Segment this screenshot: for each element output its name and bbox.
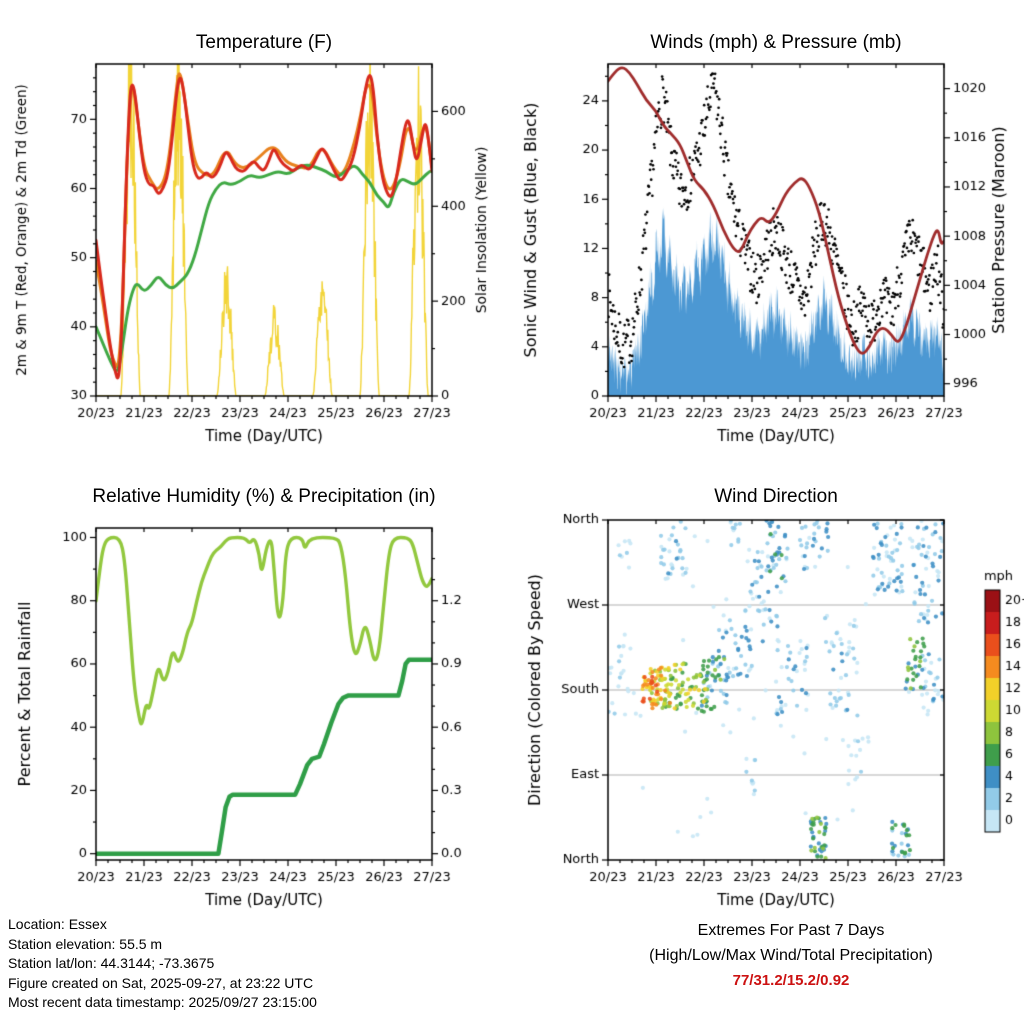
extremes-values: 77/31.2/15.2/0.92 — [732, 972, 850, 989]
figure-created-timestamp: Figure created on Sat, 2025-09-27, at 23… — [8, 974, 314, 991]
winds-pressure-chart — [512, 0, 1024, 470]
temperature-chart-title: Temperature (F) — [195, 32, 333, 53]
station-latlon: Station lat/lon: 44.3144; -73.3675 — [8, 955, 215, 971]
extremes-subtitle: (High/Low/Max Wind/Total Precipitation) — [649, 947, 933, 964]
temperature-chart — [0, 0, 512, 470]
humidity-precip-chart — [0, 470, 512, 920]
extremes-title: Extremes For Past 7 Days — [697, 922, 885, 939]
station-info-footer: Location: Essex Station elevation: 55.5 … — [8, 915, 317, 1013]
winds-pressure-chart-title: Winds (mph) & Pressure (mb) — [650, 32, 902, 53]
station-location: Location: Essex — [8, 916, 107, 932]
wind-direction-chart-title: Wind Direction — [714, 486, 838, 507]
most-recent-data-timestamp: Most recent data timestamp: 2025/09/27 2… — [8, 994, 317, 1010]
station-elevation: Station elevation: 55.5 m — [8, 935, 163, 952]
extremes-block: Extremes For Past 7 Days (High/Low/Max W… — [556, 922, 1024, 989]
wind-direction-chart — [512, 470, 1024, 920]
humidity-precip-chart-title: Relative Humidity (%) & Precipitation (i… — [92, 486, 436, 507]
